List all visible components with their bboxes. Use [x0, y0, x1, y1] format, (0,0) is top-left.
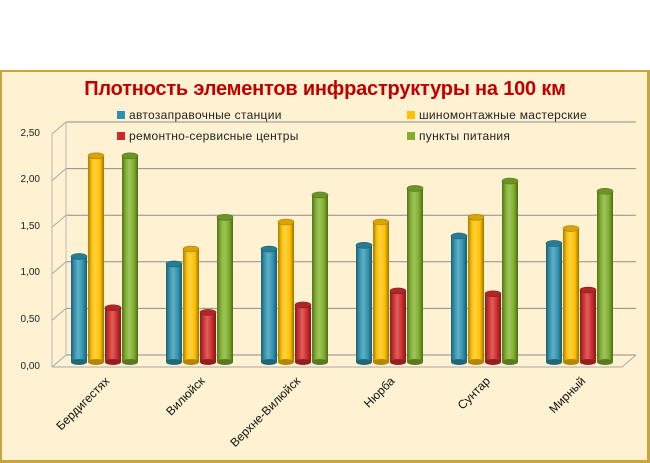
bar: шиномонтажные мастерские — Нюрба: 1.47: [372, 218, 390, 365]
bar: пункты питания — Мирный: 1.8: [596, 187, 614, 365]
bar: автозаправочные станции — Сунтар: 1.32: [450, 232, 468, 365]
bar: пункты питания — Нюрба: 1.83: [406, 185, 424, 365]
bar: ремонтно-сервисные центры — Нюрба: 0.73: [389, 287, 407, 365]
bar: пункты питания — Сунтар: 1.91: [501, 177, 519, 365]
legend-swatch-red: [117, 132, 125, 140]
legend-swatch-green: [407, 132, 415, 140]
y-tick-label: 2,00: [20, 174, 40, 185]
y-tick-label: 1,00: [20, 267, 40, 278]
gridlines: [51, 121, 637, 368]
bar: ремонтно-сервисные центры — Бердигестях:…: [104, 304, 122, 365]
bar: шиномонтажные мастерские — Верхне-Вилюйс…: [277, 218, 295, 365]
bar: шиномонтажные мастерские — Бердигестях: …: [87, 152, 105, 365]
bar: ремонтно-сервисные центры — Вилюйск: 0.5: [199, 309, 217, 365]
y-tick-label: 0,00: [20, 361, 40, 372]
legend-swatch-yellow: [407, 111, 415, 119]
legend-label: пункты питания: [419, 129, 511, 143]
legend-item-service-centers: ремонтно-сервисные центры: [117, 129, 299, 143]
bars: автозаправочные станции — Бердигестях: 1…: [70, 152, 614, 365]
bar: автозаправочные станции — Мирный: 1.24: [545, 240, 563, 365]
y-tick-label: 1,50: [20, 221, 40, 232]
bar: шиномонтажные мастерские — Сунтар: 1.52: [467, 214, 485, 365]
legend-label: ремонтно-сервисные центры: [129, 129, 299, 143]
bar: пункты питания — Верхне-Вилюйск: 1.76: [311, 191, 329, 365]
bar: автозаправочные станции — Бердигестях: 1…: [70, 253, 88, 365]
legend-label: автозаправочные станции: [129, 108, 282, 122]
bar: автозаправочные станции — Верхне-Вилюйск…: [260, 245, 278, 365]
y-tick-label: 2,50: [20, 128, 40, 139]
bar: пункты питания — Вилюйск: 1.52: [216, 214, 234, 365]
legend-label: шиномонтажные мастерские: [419, 108, 587, 122]
bar: автозаправочные станции — Нюрба: 1.22: [355, 241, 373, 365]
chart-title: Плотность элементов инфраструктуры на 10…: [84, 78, 566, 100]
legend-item-tire-shops: шиномонтажные мастерские: [407, 108, 587, 122]
legend-item-food-points: пункты питания: [407, 129, 510, 143]
y-tick-label: 0,50: [20, 314, 40, 325]
bar: шиномонтажные мастерские — Мирный: 1.4: [562, 225, 580, 365]
bar: шиномонтажные мастерские — Вилюйск: 1.18: [182, 245, 200, 365]
bar: автозаправочные станции — Вилюйск: 1.02: [165, 260, 183, 365]
legend-item-gas-stations: автозаправочные станции: [117, 108, 282, 122]
bar: ремонтно-сервисные центры — Мирный: 0.74: [579, 286, 597, 365]
bar: ремонтно-сервисные центры — Сунтар: 0.7: [484, 290, 502, 365]
bar: пункты питания — Бердигестях: 2.18: [121, 152, 139, 365]
legend-swatch-blue: [117, 111, 125, 119]
bar: ремонтно-сервисные центры — Верхне-Вилюй…: [294, 301, 312, 365]
